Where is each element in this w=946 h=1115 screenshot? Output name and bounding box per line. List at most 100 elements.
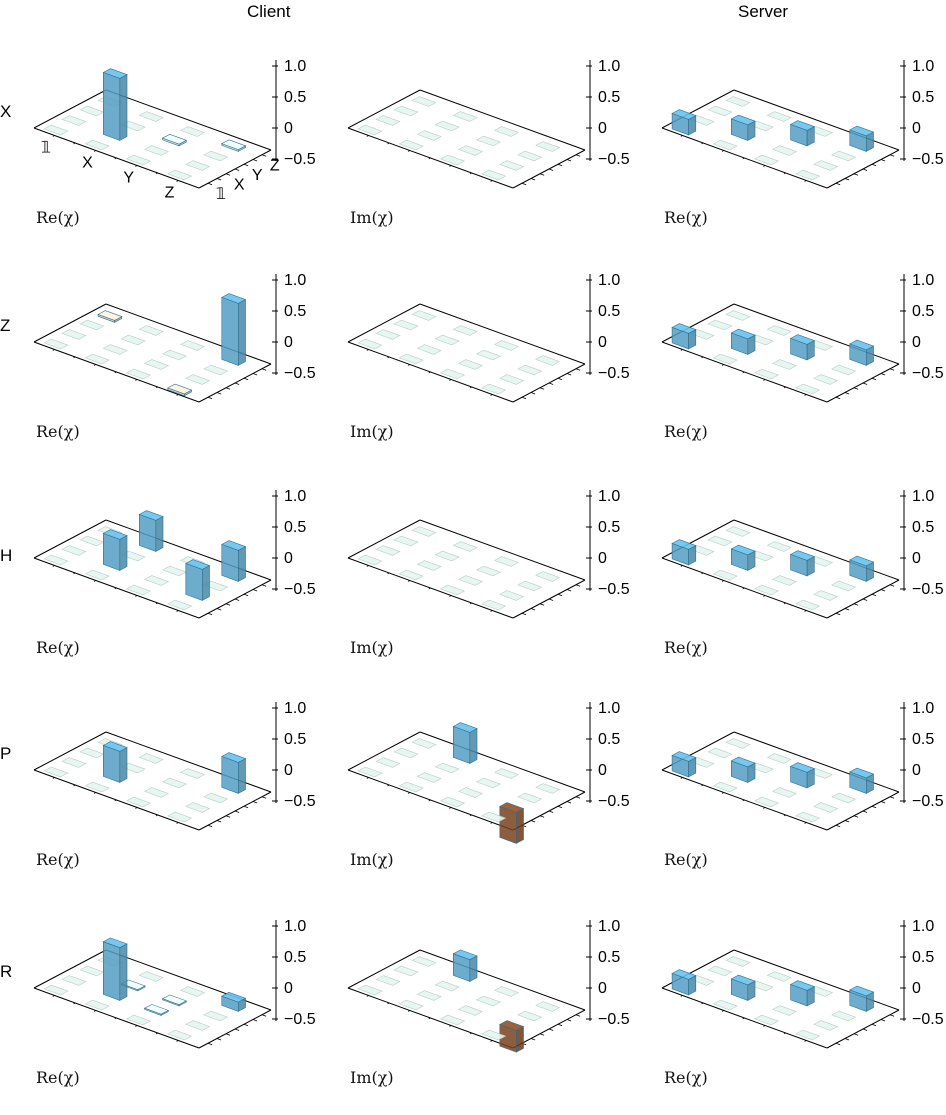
positive-bar — [730, 974, 756, 1001]
x-tick-mark — [114, 371, 117, 374]
empty-cell-tile — [125, 796, 152, 808]
x-tick-mark — [490, 180, 493, 182]
empty-cell-tile — [179, 986, 206, 997]
x-tick-mark — [114, 157, 117, 160]
z-tick-label: −0.5 — [284, 581, 316, 598]
y-tick-mark — [566, 589, 572, 592]
empty-cell-tile — [813, 1020, 839, 1031]
empty-cell-tile — [831, 580, 857, 592]
empty-cell-tile — [61, 115, 87, 126]
bar-top-face — [143, 1004, 170, 1015]
positive-bar — [102, 741, 128, 783]
x-tick-mark — [366, 565, 369, 567]
z-tick-label: 0 — [284, 334, 293, 351]
x-tick-mark — [73, 142, 76, 145]
y-tick-mark — [216, 392, 222, 395]
x-tick-mark — [93, 150, 97, 152]
empty-cell-tile — [84, 353, 110, 365]
y-tick-mark — [557, 805, 563, 809]
x-tick-mark — [783, 1032, 786, 1035]
empty-cell-tile — [457, 145, 484, 156]
y-tick-mark — [234, 1028, 240, 1031]
bar-top-face — [161, 994, 188, 1006]
positive-bar — [671, 751, 697, 778]
empty-cell-tile — [84, 569, 110, 581]
panel-label: Im(χ) — [350, 638, 394, 657]
empty-cell-tile — [398, 353, 424, 365]
bar-top-face — [730, 756, 756, 768]
z-tick-label: 0.5 — [284, 949, 306, 966]
x-tick-mark — [366, 135, 369, 137]
bar-top-face — [671, 539, 697, 550]
panel-label: Re(χ) — [36, 1068, 80, 1087]
x-tick-mark — [93, 792, 97, 794]
empty-cell-tile — [143, 575, 170, 586]
y-tick-mark — [889, 368, 895, 371]
base-plane — [348, 520, 585, 618]
bar-top-face — [185, 559, 211, 570]
x-tick-mark — [407, 580, 411, 582]
bar-front-face — [221, 296, 239, 366]
z-tick-label: 0.5 — [598, 89, 620, 106]
base-edge — [33, 519, 107, 559]
empty-cell-tile — [452, 325, 478, 336]
empty-cell-tile — [411, 526, 437, 537]
positive-bar — [671, 539, 697, 566]
x-tick-mark — [490, 822, 493, 824]
chart-panel-r-server: 1.0 0.5 0 −0.5 Re(χ) — [660, 896, 946, 1110]
empty-cell-tile — [707, 965, 733, 977]
empty-cell-tile — [831, 364, 857, 376]
chart-panel-x-imag: 1.0 0.5 0 −0.5 Im(χ) — [346, 36, 664, 250]
empty-cell-tile — [481, 169, 507, 181]
x-tick-mark — [407, 364, 411, 366]
y-tick-mark — [862, 810, 868, 813]
column-title-server: Server — [738, 2, 789, 21]
chart-panel-z-client: 1.0 0.5 0 −0.5 Re(χ) — [32, 250, 350, 464]
z-tick-label: 1.0 — [284, 58, 306, 75]
bar-side-face — [238, 299, 246, 366]
y-tick-mark — [835, 612, 841, 616]
empty-cell-tile — [481, 599, 507, 611]
bar-top-face — [849, 339, 875, 351]
x-tick-mark — [176, 180, 179, 182]
x-tick-mark — [428, 157, 431, 160]
chart-panel-p-imag: 1.0 0.5 0 −0.5 Im(χ) — [346, 678, 664, 892]
empty-cell-tile — [813, 374, 839, 385]
empty-cell-tile — [457, 359, 484, 370]
y-tick-mark — [880, 373, 886, 376]
x-tick-mark — [52, 777, 55, 779]
empty-cell-tile — [102, 344, 128, 355]
y-tick-mark — [853, 815, 859, 818]
empty-cell-tile — [725, 738, 751, 749]
y-tick-mark — [889, 154, 895, 157]
x-tick-mark — [387, 356, 390, 359]
row-label-h: H — [0, 546, 13, 565]
panel-label: Re(χ) — [36, 208, 80, 227]
row-label-p: P — [0, 744, 12, 763]
y-tick-mark — [548, 810, 554, 813]
y-tick-mark — [853, 387, 859, 390]
z-tick-label: 0 — [598, 550, 607, 567]
z-tick-label: −0.5 — [284, 1011, 316, 1028]
positive-bar — [789, 980, 816, 1007]
empty-cell-tile — [393, 535, 419, 547]
x-tick-mark — [742, 1017, 745, 1020]
bar-front-face — [221, 755, 239, 794]
z-tick-label: 1.0 — [284, 488, 306, 505]
positive-bar — [221, 752, 247, 794]
y-tick-mark — [548, 598, 554, 601]
x-tick-mark — [701, 1002, 704, 1005]
z-tick-label: −0.5 — [598, 365, 630, 382]
empty-cell-tile — [43, 766, 69, 778]
base-edge — [347, 949, 421, 989]
empty-cell-tile — [125, 1014, 152, 1026]
empty-cell-tile — [398, 139, 424, 151]
x-tick-mark — [73, 572, 76, 575]
bar-side-face — [119, 74, 128, 141]
empty-cell-tile — [517, 364, 543, 376]
panel-label: Re(χ) — [664, 1068, 708, 1087]
y-tick-mark — [216, 178, 222, 181]
z-tick-label: 0.5 — [598, 519, 620, 536]
chart-panel-h-server: 1.0 0.5 0 −0.5 Re(χ) — [660, 466, 946, 680]
y-tick-mark — [575, 1014, 581, 1017]
